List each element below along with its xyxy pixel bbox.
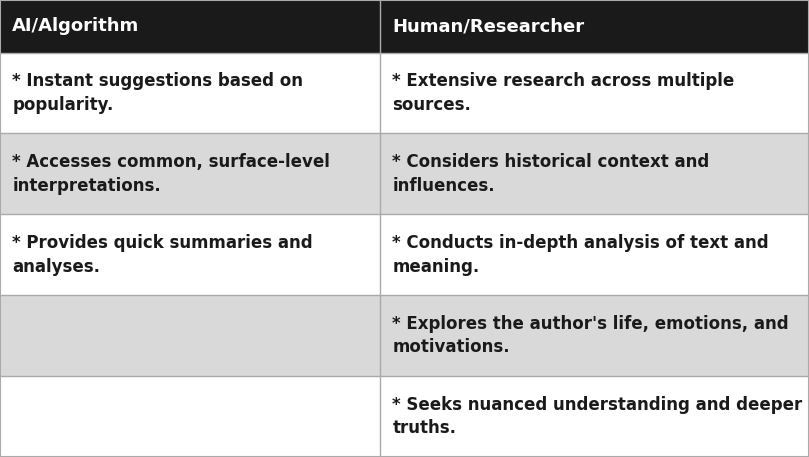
FancyBboxPatch shape — [380, 53, 809, 133]
FancyBboxPatch shape — [0, 0, 809, 53]
FancyBboxPatch shape — [0, 376, 380, 457]
FancyBboxPatch shape — [380, 295, 809, 376]
Text: * Explores the author's life, emotions, and
motivations.: * Explores the author's life, emotions, … — [392, 315, 789, 356]
FancyBboxPatch shape — [0, 53, 380, 133]
FancyBboxPatch shape — [380, 376, 809, 457]
Text: Human/Researcher: Human/Researcher — [392, 17, 584, 35]
FancyBboxPatch shape — [0, 295, 380, 376]
Text: * Conducts in-depth analysis of text and
meaning.: * Conducts in-depth analysis of text and… — [392, 234, 769, 276]
Text: * Instant suggestions based on
popularity.: * Instant suggestions based on popularit… — [12, 72, 303, 114]
Text: * Considers historical context and
influences.: * Considers historical context and influ… — [392, 153, 709, 195]
FancyBboxPatch shape — [0, 133, 380, 214]
Text: AI/Algorithm: AI/Algorithm — [12, 17, 139, 35]
Text: * Extensive research across multiple
sources.: * Extensive research across multiple sou… — [392, 72, 735, 114]
FancyBboxPatch shape — [380, 214, 809, 295]
Text: * Provides quick summaries and
analyses.: * Provides quick summaries and analyses. — [12, 234, 313, 276]
Text: * Seeks nuanced understanding and deeper
truths.: * Seeks nuanced understanding and deeper… — [392, 396, 803, 437]
FancyBboxPatch shape — [0, 214, 380, 295]
FancyBboxPatch shape — [380, 133, 809, 214]
Text: * Accesses common, surface-level
interpretations.: * Accesses common, surface-level interpr… — [12, 153, 330, 195]
